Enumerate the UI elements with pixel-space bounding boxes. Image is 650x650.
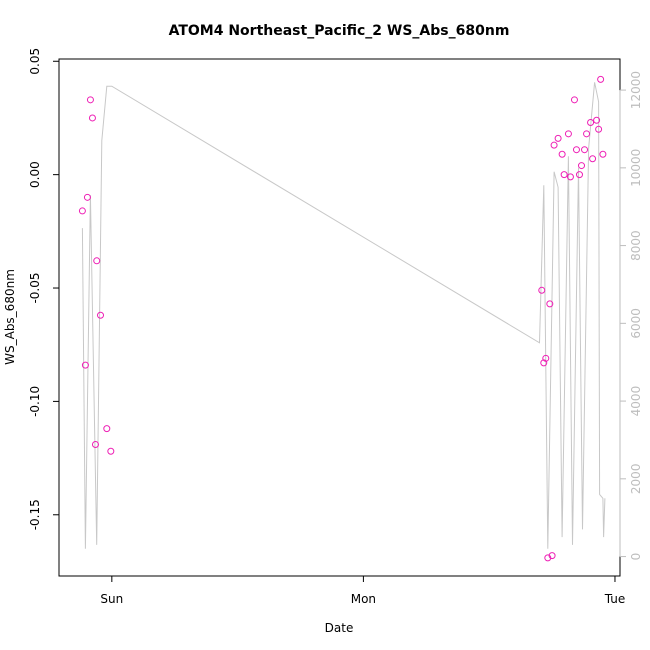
data-point bbox=[546, 300, 554, 308]
data-point bbox=[107, 447, 115, 455]
line-series bbox=[81, 82, 606, 549]
right-tick-label: 2000 bbox=[629, 464, 643, 495]
data-point bbox=[81, 361, 89, 369]
data-point bbox=[595, 125, 603, 133]
right-tick-label: 4000 bbox=[629, 386, 643, 417]
data-point bbox=[583, 130, 591, 138]
bottom-tick-label: Mon bbox=[351, 592, 376, 606]
data-point bbox=[86, 96, 94, 104]
right-tick-label: 8000 bbox=[629, 230, 643, 261]
data-point bbox=[540, 359, 548, 367]
left-tick-label: -0.15 bbox=[28, 499, 42, 530]
chart-title: ATOM4 Northeast_Pacific_2 WS_Abs_680nm bbox=[169, 23, 510, 39]
data-point bbox=[587, 118, 595, 126]
data-point bbox=[572, 146, 580, 154]
data-point bbox=[538, 286, 546, 294]
data-point bbox=[564, 130, 572, 138]
bottom-tick-label: Sun bbox=[100, 592, 123, 606]
data-point bbox=[93, 257, 101, 265]
data-point bbox=[548, 552, 556, 560]
data-point bbox=[599, 150, 607, 158]
data-point bbox=[550, 141, 558, 149]
series-line bbox=[81, 82, 606, 549]
scatter-series bbox=[78, 75, 607, 562]
right-tick-label: 0 bbox=[629, 553, 643, 561]
data-point bbox=[593, 116, 601, 124]
data-point bbox=[575, 171, 583, 179]
data-point bbox=[566, 173, 574, 181]
data-point bbox=[581, 146, 589, 154]
data-point bbox=[83, 193, 91, 201]
data-point bbox=[542, 354, 550, 362]
data-point bbox=[544, 554, 552, 562]
data-point bbox=[597, 75, 605, 83]
right-tick-label: 12000 bbox=[629, 71, 643, 109]
bottom-axis: Sun Mon Tue bbox=[100, 575, 626, 606]
left-tick-label: 0.05 bbox=[28, 48, 42, 75]
left-tick-label: 0.00 bbox=[28, 161, 42, 188]
data-point bbox=[91, 440, 99, 448]
right-tick-label: 10000 bbox=[629, 149, 643, 187]
data-point bbox=[558, 150, 566, 158]
data-point bbox=[88, 114, 96, 122]
data-point bbox=[589, 155, 597, 163]
data-point bbox=[578, 162, 586, 170]
right-axis: 0 2000 4000 6000 8000 10000 12000 bbox=[619, 71, 643, 561]
data-point bbox=[78, 207, 86, 215]
x-axis-label: Date bbox=[325, 621, 354, 635]
data-point bbox=[97, 311, 105, 319]
data-point bbox=[103, 425, 111, 433]
bottom-tick-label: Tue bbox=[604, 592, 626, 606]
y-axis-label: WS_Abs_680nm bbox=[3, 269, 17, 365]
data-point bbox=[554, 134, 562, 142]
left-axis: 0.05 0.00 -0.05 -0.10 -0.15 bbox=[28, 48, 60, 530]
left-tick-label: -0.10 bbox=[28, 386, 42, 417]
right-tick-label: 6000 bbox=[629, 308, 643, 339]
data-point bbox=[570, 96, 578, 104]
data-point bbox=[560, 171, 568, 179]
left-tick-label: -0.05 bbox=[28, 272, 42, 303]
